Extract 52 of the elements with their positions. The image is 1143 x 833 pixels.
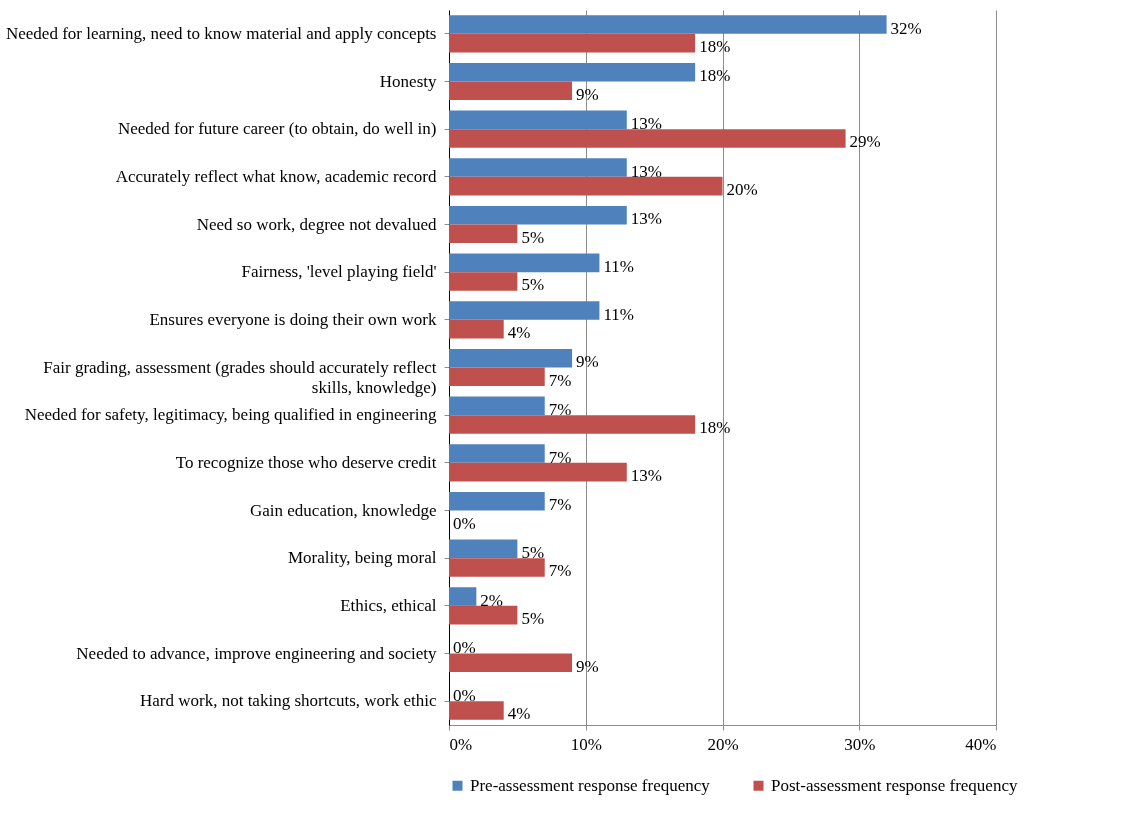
data-label: 20% bbox=[726, 180, 758, 200]
data-label: 13% bbox=[630, 209, 662, 229]
x-tick-label: 10% bbox=[570, 734, 602, 754]
data-label: 9% bbox=[576, 656, 599, 676]
data-label: 29% bbox=[849, 132, 881, 152]
y-tick-label: Needed for future career (to obtain, do well in) bbox=[117, 119, 437, 139]
y-tick-label: Ethics, ethical bbox=[340, 595, 437, 615]
x-tick-label: 20% bbox=[707, 734, 739, 754]
data-label: 5% bbox=[521, 542, 545, 562]
data-label: 18% bbox=[699, 66, 731, 86]
data-label: 5% bbox=[521, 275, 545, 295]
y-tick-label: Hard work, not taking shortcuts, work ethic bbox=[140, 691, 437, 711]
data-label: 18% bbox=[699, 418, 731, 438]
data-label: 4% bbox=[507, 704, 531, 724]
data-label: 0% bbox=[453, 513, 476, 533]
data-label: 2% bbox=[480, 590, 504, 610]
data-label: 0% bbox=[453, 685, 476, 705]
legend-label: Post-assessment response frequency bbox=[771, 775, 1018, 795]
data-label: 11% bbox=[603, 256, 634, 276]
y-tick-label: Fairness, 'level playing field' bbox=[241, 262, 437, 282]
y-tick-label: To recognize those who deserve credit bbox=[175, 452, 437, 472]
data-label: 7% bbox=[548, 495, 572, 515]
data-label: 7% bbox=[548, 561, 572, 581]
data-label: 5% bbox=[521, 609, 545, 629]
data-label: 32% bbox=[890, 18, 922, 38]
x-tick-label: 0% bbox=[449, 734, 473, 754]
data-label: 7% bbox=[548, 399, 572, 419]
data-label: 4% bbox=[507, 323, 531, 343]
data-label: 13% bbox=[630, 161, 662, 181]
data-label: 9% bbox=[576, 84, 599, 104]
data-label: 5% bbox=[521, 227, 545, 247]
data-label: 7% bbox=[548, 447, 572, 467]
data-label: 9% bbox=[576, 352, 599, 372]
y-tick-label: Ensures everyone is doing their own work bbox=[149, 309, 437, 329]
y-tick-label: Fair grading, assessment (grades should accurately reflect skills, knowledge) bbox=[43, 357, 437, 397]
y-tick-label: Honesty bbox=[379, 71, 437, 91]
y-tick-label: Morality, being moral bbox=[287, 548, 437, 568]
data-label: 0% bbox=[453, 638, 476, 658]
data-label: 13% bbox=[630, 113, 662, 133]
y-tick-label: Accurately reflect what know, academic record bbox=[115, 166, 437, 186]
data-label: 11% bbox=[603, 304, 634, 324]
legend-label: Pre-assessment response frequency bbox=[470, 775, 711, 795]
y-tick-label: Needed for learning, need to know material and apply concepts bbox=[5, 23, 437, 43]
y-tick-label: Gain education, knowledge bbox=[250, 500, 437, 520]
y-tick-label: Needed to advance, improve engineering and society bbox=[76, 643, 437, 663]
y-tick-label: Need so work, degree not devalued bbox=[196, 214, 437, 234]
data-label: 18% bbox=[699, 37, 731, 57]
y-tick-label: Needed for safety, legitimacy, being qualified in engineering bbox=[24, 405, 437, 425]
x-tick-label: 40% bbox=[965, 734, 997, 754]
data-label: 13% bbox=[630, 466, 662, 486]
data-label: 7% bbox=[548, 370, 572, 390]
x-tick-label: 30% bbox=[844, 734, 876, 754]
